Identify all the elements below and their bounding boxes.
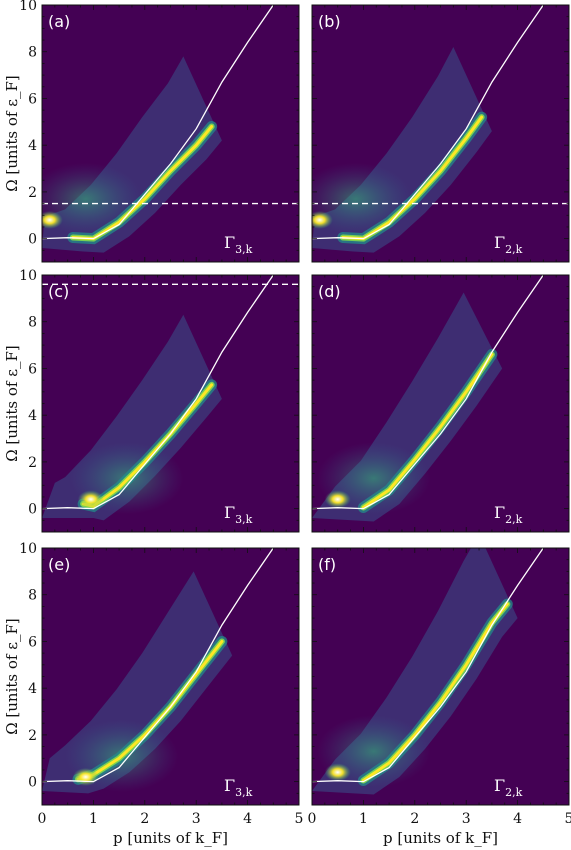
dispersion-curve (312, 548, 544, 783)
x-tick-label: 1 (359, 811, 368, 827)
panel-e: 0 2 4 6 8 10 Ω [units of ε_F] 0 1 2 3 4 5 p [units of… (3, 541, 303, 847)
y-tick-label: 4 (28, 681, 37, 697)
x-tick-label: 0 (308, 811, 317, 827)
x-axis-label: p [units of k_F] (383, 829, 498, 847)
x-tick-label: 5 (565, 811, 571, 827)
panel-b: (b)Γ2,k (311, 4, 570, 263)
ridge-core (361, 352, 494, 509)
y-tick-label: 6 (28, 361, 37, 377)
panel-label: (b) (318, 12, 341, 31)
panel-d: (d)Γ2,k (311, 274, 570, 533)
panel-label: (a) (48, 12, 70, 31)
y-tick-label: 8 (28, 315, 37, 331)
y-tick-label: 10 (19, 541, 37, 557)
y-tick-label: 10 (19, 0, 37, 14)
y-axis-label: Ω [units of ε_F] (3, 75, 21, 192)
hotspot (77, 490, 104, 509)
dispersion-curve (312, 275, 544, 510)
y-tick-label: 2 (28, 185, 37, 201)
hotspot (72, 767, 99, 786)
y-tick-label: 2 (28, 455, 37, 471)
panel-label: (e) (48, 555, 70, 574)
dispersion-curve (312, 5, 544, 240)
y-tick-label: 8 (28, 45, 37, 61)
x-tick-label: 2 (140, 811, 149, 827)
y-tick-label: 4 (28, 408, 37, 424)
x-tick-label: 5 (295, 811, 304, 827)
x-tick-label: 1 (89, 811, 98, 827)
x-tick-label: 3 (462, 811, 471, 827)
y-tick-label: 0 (28, 775, 37, 791)
y-tick-label: 0 (28, 232, 37, 248)
y-axis-label: Ω [units of ε_F] (3, 618, 21, 735)
panel-label: (c) (48, 282, 69, 301)
hotspot (324, 763, 351, 782)
y-tick-label: 6 (28, 634, 37, 650)
x-tick-label: 0 (38, 811, 47, 827)
dispersion-curve (42, 275, 274, 510)
ridge-core (361, 602, 509, 782)
panel-f: 0 1 2 3 4 5p [units of k_F](f)Γ2,k (308, 547, 571, 847)
panel-label: (d) (318, 282, 341, 301)
x-axis-label: p [units of k_F] (113, 829, 228, 847)
y-tick-label: 4 (28, 138, 37, 154)
y-tick-label: 2 (28, 728, 37, 744)
y-tick-label: 10 (19, 268, 37, 284)
y-tick-label: 6 (28, 91, 37, 107)
hotspot (312, 210, 333, 229)
x-tick-label: 4 (243, 811, 252, 827)
x-tick-label: 4 (513, 811, 522, 827)
y-tick-label: 0 (28, 502, 37, 518)
y-tick-label: 8 (28, 588, 37, 604)
y-axis-label: Ω [units of ε_F] (3, 345, 21, 462)
hotspot (42, 210, 63, 229)
hotspot (324, 490, 351, 509)
x-tick-label: 3 (192, 811, 201, 827)
x-tick-label: 2 (410, 811, 419, 827)
dispersion-curve (42, 548, 274, 783)
dispersion-curve (42, 5, 274, 240)
panel-label: (f) (318, 555, 336, 574)
